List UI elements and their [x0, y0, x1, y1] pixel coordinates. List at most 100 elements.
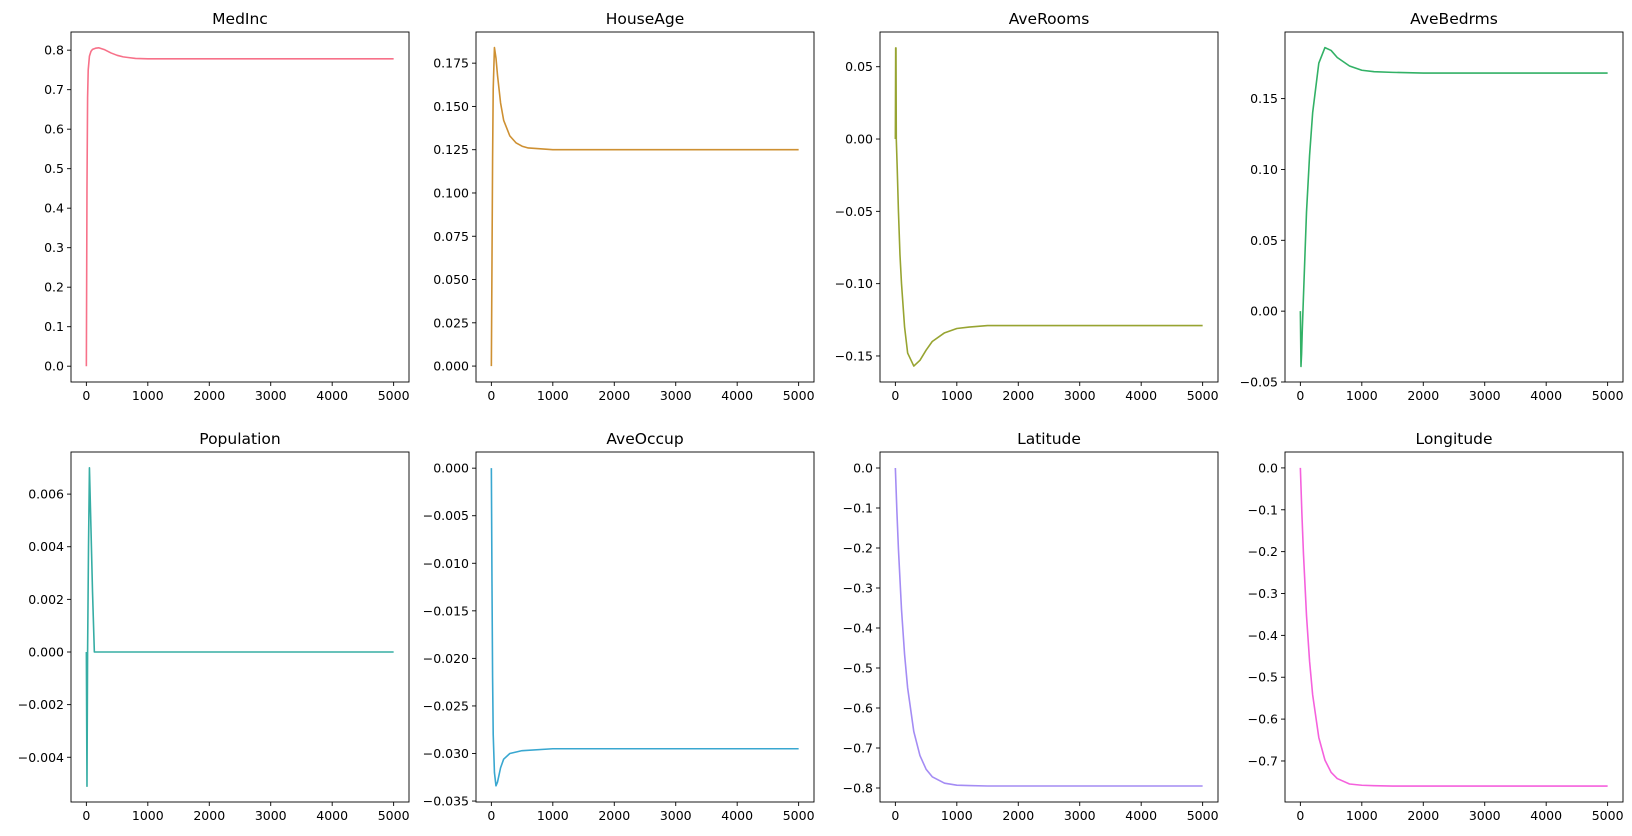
y-tick-label: 0.8 — [44, 43, 64, 58]
x-tick-label: 4000 — [316, 388, 348, 403]
axes-frame — [475, 31, 815, 383]
y-tick-label: 0.004 — [28, 539, 64, 554]
y-tick-label: −0.05 — [835, 204, 873, 219]
y-tick-label: 0.6 — [44, 122, 64, 137]
y-tick-label: 0.15 — [1250, 91, 1278, 106]
y-tick-label: −0.6 — [843, 701, 873, 716]
subplot-title: HouseAge — [606, 10, 685, 28]
y-tick-label: 0.002 — [28, 592, 64, 607]
x-tick-label: 1000 — [132, 388, 164, 403]
y-tick-label: 0.100 — [433, 185, 469, 200]
x-tick-label: 3000 — [1064, 808, 1096, 823]
subplot-population: Population 0 1000 2000 3000 4000 5000 −0.004 −0.… — [18, 430, 410, 823]
series-line — [1299, 46, 1608, 368]
y-tick-label: 0.075 — [433, 229, 469, 244]
x-tick-label: 3000 — [255, 808, 287, 823]
axes-frame — [879, 31, 1219, 383]
x-tick-label: 2000 — [598, 808, 630, 823]
y-tick-label: −0.2 — [843, 541, 873, 556]
x-tick-label: 2000 — [193, 808, 225, 823]
subplot-medinc: MedInc 0 1000 2000 3000 4000 5000 0.0 0.1 0.2 0.3 0… — [44, 10, 409, 403]
y-tick-label: 0.3 — [44, 240, 64, 255]
x-tick-label: 4000 — [1530, 808, 1562, 823]
x-tick-label: 1000 — [537, 808, 569, 823]
x-tick-label: 0 — [82, 388, 90, 403]
x-tick-label: 5000 — [378, 388, 410, 403]
y-tick-label: 0.175 — [433, 56, 469, 71]
y-tick-label: 0.4 — [44, 201, 64, 216]
y-tick-label: −0.2 — [1248, 544, 1278, 559]
series-line — [490, 468, 799, 787]
x-tick-label: 0 — [487, 388, 495, 403]
x-tick-label: 0 — [487, 808, 495, 823]
series-line — [85, 47, 394, 367]
x-tick-label: 4000 — [1125, 808, 1157, 823]
x-tick-label: 1000 — [1346, 808, 1378, 823]
y-tick-label: 0.0 — [1258, 460, 1278, 475]
x-tick-label: 2000 — [598, 388, 630, 403]
y-tick-label: 0.0 — [853, 461, 873, 476]
x-tick-label: 1000 — [941, 808, 973, 823]
axes-frame — [70, 31, 410, 383]
axes-frame — [70, 451, 410, 803]
axes-frame — [475, 451, 815, 803]
y-tick-label: −0.3 — [843, 581, 873, 596]
y-tick-label: −0.3 — [1248, 586, 1278, 601]
x-tick-label: 1000 — [537, 388, 569, 403]
axes-frame — [1284, 451, 1624, 803]
y-tick-label: −0.10 — [835, 276, 873, 291]
subplot-title: AveBedrms — [1410, 10, 1498, 28]
y-tick-label: −0.1 — [1248, 502, 1278, 517]
subplot-latitude: Latitude 0 1000 2000 3000 4000 5000 −0.8 −0.7 −0.… — [843, 430, 1219, 823]
y-tick-label: 0.10 — [1250, 162, 1278, 177]
y-tick-label: −0.6 — [1248, 712, 1278, 727]
y-tick-label: −0.8 — [843, 781, 873, 796]
x-tick-label: 2000 — [1002, 808, 1034, 823]
y-tick-label: −0.15 — [835, 348, 873, 363]
y-tick-label: −0.05 — [1240, 375, 1278, 390]
subplot-title: MedInc — [212, 10, 268, 28]
subplot-title: Population — [199, 430, 280, 448]
x-tick-label: 3000 — [1469, 808, 1501, 823]
x-tick-label: 2000 — [1407, 808, 1439, 823]
series-line — [490, 46, 799, 367]
x-tick-label: 3000 — [1064, 388, 1096, 403]
y-tick-label: −0.015 — [423, 603, 469, 618]
y-tick-label: −0.020 — [423, 651, 469, 666]
axes-frame — [879, 451, 1219, 803]
x-tick-label: 0 — [891, 388, 899, 403]
x-tick-label: 3000 — [255, 388, 287, 403]
y-tick-label: −0.5 — [1248, 670, 1278, 685]
y-tick-label: −0.010 — [423, 556, 469, 571]
subplot-aveoccup: AveOccup 0 1000 2000 3000 4000 5000 −0.035 −0.03… — [423, 430, 815, 823]
x-tick-label: 3000 — [660, 808, 692, 823]
subplot-averooms: AveRooms 0 1000 2000 3000 4000 5000 −0.15 −0.10 −… — [835, 10, 1219, 403]
x-tick-label: 1000 — [941, 388, 973, 403]
x-tick-label: 2000 — [1407, 388, 1439, 403]
y-tick-label: −0.7 — [1248, 753, 1278, 768]
x-tick-label: 0 — [891, 808, 899, 823]
series-line — [894, 467, 1203, 787]
y-tick-label: 0.000 — [433, 461, 469, 476]
y-tick-label: −0.025 — [423, 698, 469, 713]
y-tick-label: 0.150 — [433, 99, 469, 114]
y-tick-label: −0.035 — [423, 794, 469, 809]
subplot-title: Latitude — [1017, 430, 1081, 448]
y-tick-label: −0.4 — [1248, 628, 1278, 643]
subplot-title: Longitude — [1415, 430, 1492, 448]
x-tick-label: 3000 — [660, 388, 692, 403]
y-tick-label: 0.125 — [433, 142, 469, 157]
y-tick-label: −0.5 — [843, 661, 873, 676]
x-tick-label: 5000 — [1592, 808, 1624, 823]
subplot-avebedrms: AveBedrms 0 1000 2000 3000 4000 5000 −0.05 0.00 0… — [1240, 10, 1624, 403]
y-tick-label: 0.00 — [845, 132, 873, 147]
y-tick-label: 0.00 — [1250, 304, 1278, 319]
y-tick-label: 0.2 — [44, 280, 64, 295]
y-tick-label: 0.0 — [44, 359, 64, 374]
x-tick-label: 4000 — [721, 808, 753, 823]
x-tick-label: 0 — [82, 808, 90, 823]
x-tick-label: 5000 — [1592, 388, 1624, 403]
axes-frame — [1284, 31, 1624, 383]
x-tick-label: 5000 — [783, 808, 815, 823]
subplot-houseage: HouseAge 0 1000 2000 3000 4000 5000 0.000 0.025 0… — [433, 10, 814, 403]
